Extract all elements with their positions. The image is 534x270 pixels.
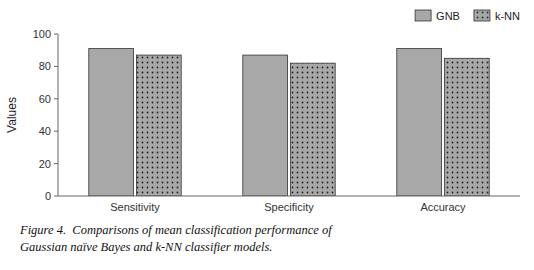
- bar: [137, 55, 182, 196]
- legend-label: k-NN: [495, 10, 520, 22]
- y-axis-label: Values: [5, 97, 19, 133]
- y-tick-label: 60: [39, 93, 51, 105]
- bar: [445, 58, 490, 196]
- y-tick: [54, 131, 58, 132]
- bar: [89, 49, 134, 196]
- chart-container: 0 20 40 60 80 100 Values Sensitivity Specificity…: [0, 0, 534, 270]
- y-tick-label: 0: [45, 190, 51, 202]
- bar: [243, 55, 288, 196]
- legend-swatch: [415, 10, 431, 21]
- y-tick: [54, 34, 58, 35]
- y-tick: [54, 163, 58, 164]
- x-tick-label: Accuracy: [420, 201, 466, 213]
- y-tick-label: 100: [33, 28, 51, 40]
- x-tick-label: Specificity: [264, 201, 314, 213]
- y-axis-line: [58, 34, 59, 196]
- legend-label: GNB: [436, 10, 460, 22]
- y-tick: [54, 66, 58, 67]
- caption: Figure 4. Comparisons of mean classifica…: [19, 223, 333, 254]
- y-tick: [54, 196, 58, 197]
- legend-item: GNB: [415, 10, 460, 22]
- x-axis-line: [58, 196, 520, 197]
- x-axis: Sensitivity Specificity Accuracy: [58, 196, 520, 213]
- x-tick-label: Sensitivity: [110, 201, 160, 213]
- y-tick-label: 40: [39, 125, 51, 137]
- y-tick: [54, 98, 58, 99]
- legend-item: k-NN: [474, 10, 520, 22]
- caption-line: Figure 4. Comparisons of mean classifica…: [19, 223, 333, 237]
- legend-swatch: [474, 10, 490, 21]
- bar: [397, 49, 442, 196]
- y-tick-label: 80: [39, 60, 51, 72]
- y-axis: 0 20 40 60 80 100: [33, 28, 58, 202]
- y-tick-label: 20: [39, 158, 51, 170]
- legend: GNB k-NN: [415, 10, 520, 22]
- bars: [89, 49, 489, 196]
- caption-line: Gaussian naïve Bayes and k-NN classifier…: [20, 240, 272, 254]
- bar: [291, 63, 336, 196]
- chart-svg: 0 20 40 60 80 100 Values Sensitivity Specificity…: [0, 0, 534, 270]
